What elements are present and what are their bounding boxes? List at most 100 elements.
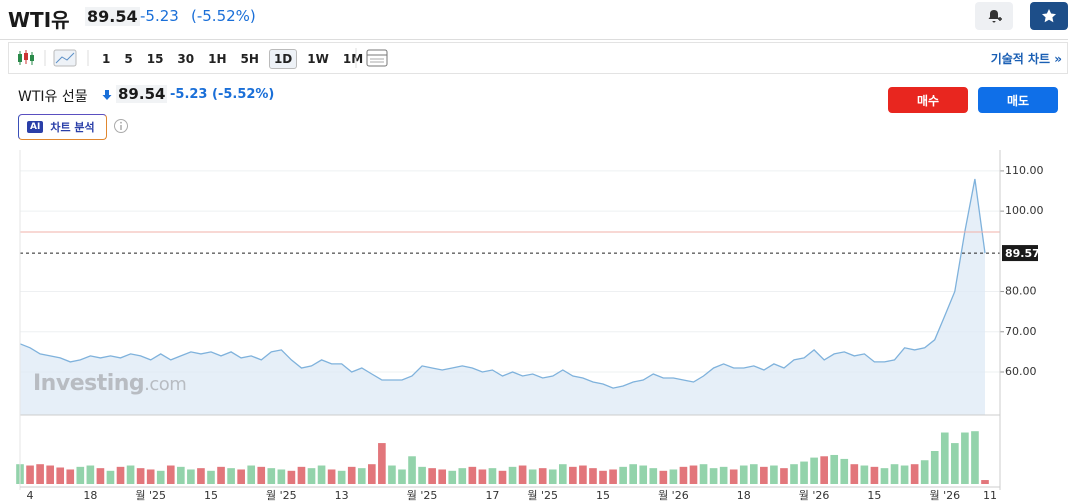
volume-bar: [820, 456, 828, 484]
volume-bar: [76, 466, 85, 484]
volume-bar: [649, 468, 658, 484]
volume-bar: [961, 432, 969, 484]
volume-bar: [458, 468, 467, 484]
interval-button[interactable]: 1H: [208, 52, 227, 66]
volume-bar: [639, 465, 648, 484]
info-icon[interactable]: [113, 118, 129, 134]
volume-bar: [428, 468, 436, 484]
volume-bar: [880, 468, 889, 484]
y-tick-label: 60.00: [1005, 365, 1037, 378]
x-tick-label: 월 '25: [527, 489, 558, 501]
volume-bar: [448, 470, 457, 484]
volume-bar: [257, 466, 266, 484]
volume-bar: [317, 465, 326, 484]
watermark: Investing.com: [33, 371, 187, 396]
down-arrow: [102, 90, 112, 100]
y-tick-label: 110.00: [1005, 164, 1044, 177]
interval-button[interactable]: 15: [146, 52, 164, 66]
volume-bar: [619, 466, 627, 484]
title: WTI유: [8, 8, 70, 32]
x-tick-label: 월 '25: [135, 489, 166, 501]
area-icon[interactable]: [53, 49, 77, 67]
y-tick-label: 80.00: [1005, 285, 1037, 298]
ai-analysis-button[interactable]: AI 차트 분석: [18, 114, 107, 140]
x-tick-label: 월 '26: [658, 489, 689, 501]
volume-bar: [398, 469, 406, 484]
x-tick-label: 월 '25: [407, 489, 438, 501]
volume-bar: [518, 465, 527, 484]
volume-bar: [26, 465, 34, 484]
instrument-change: -5.23: [170, 87, 208, 102]
volume-bar: [146, 469, 155, 484]
volume-bar: [940, 432, 949, 484]
volume-bar: [237, 469, 245, 484]
volume-bar: [629, 464, 637, 484]
volume-bar: [368, 464, 376, 484]
y-tick-label: 100.00: [1005, 204, 1044, 217]
volume-bar: [910, 464, 919, 484]
volume-bar: [920, 460, 929, 484]
volume-bar: [307, 468, 316, 484]
volume-bar: [66, 469, 75, 484]
buy-button[interactable]: 매수: [888, 87, 968, 113]
ai-label: 차트 분석: [50, 121, 95, 134]
volume-bar: [579, 465, 587, 484]
volume-bar: [749, 464, 758, 484]
volume-bar: [267, 468, 276, 484]
volume-bar: [760, 466, 768, 484]
volume-bar: [136, 468, 145, 484]
interval-button[interactable]: 1M: [342, 52, 364, 66]
price: 89.54: [85, 7, 140, 26]
volume-bar: [378, 443, 386, 484]
volume-bar: [227, 468, 235, 484]
volume-bar: [56, 467, 65, 484]
interval-button[interactable]: 30: [177, 52, 195, 66]
volume-bar: [388, 465, 396, 484]
x-tick-label: 월 '26: [799, 489, 830, 501]
volume-bar: [538, 468, 547, 484]
volume-bar: [96, 468, 105, 484]
volume-bar: [468, 466, 477, 484]
volume-bar: [589, 468, 597, 484]
volume-bar: [800, 461, 808, 484]
volume-bar: [548, 469, 557, 484]
technical-link[interactable]: 기술적 차트 »: [990, 52, 1062, 66]
volume-bar: [729, 469, 738, 484]
change-pct: (-5.52%): [191, 7, 256, 25]
alert-button[interactable]: [975, 2, 1013, 30]
volume-bar: [890, 464, 899, 484]
x-tick-label: 15: [867, 489, 881, 501]
volume-bar: [810, 457, 818, 484]
volume-bar: [277, 469, 286, 484]
volume-bar: [116, 466, 125, 484]
interval-list: 1 5 15 30 1H 5H 1D 1W 1M: [98, 49, 373, 69]
layout-icon[interactable]: [352, 46, 392, 70]
volume-bar: [780, 468, 788, 484]
volume-bar: [438, 469, 447, 484]
volume-bar: [106, 470, 115, 484]
watermark-suffix: .com: [144, 374, 187, 395]
volume-bar: [508, 466, 517, 484]
y-tick-label: 70.00: [1005, 325, 1037, 338]
volume-bar: [408, 456, 416, 484]
x-tick-label: 17: [485, 489, 499, 501]
volume-bar: [870, 466, 879, 484]
interval-button[interactable]: 5: [124, 52, 133, 66]
watchlist-button[interactable]: [1030, 2, 1068, 30]
candle-icon[interactable]: [18, 50, 34, 65]
area-fill: [20, 179, 985, 415]
interval-button[interactable]: 1W: [307, 52, 329, 66]
volume-bar: [971, 431, 979, 484]
interval-button[interactable]: 1: [102, 52, 111, 66]
volume-bar: [86, 465, 95, 484]
sell-button[interactable]: 매도: [978, 87, 1058, 113]
last-price-box: [1002, 245, 1038, 262]
volume-bar: [187, 469, 195, 484]
volume-bar: [659, 470, 668, 484]
volume-bar: [478, 469, 487, 484]
interval-button[interactable]: 5H: [240, 52, 259, 66]
volume-bar: [669, 469, 678, 484]
change: -5.23: [140, 7, 179, 25]
ai-badge: AI: [27, 121, 44, 133]
interval-button[interactable]: 1D: [268, 49, 298, 69]
